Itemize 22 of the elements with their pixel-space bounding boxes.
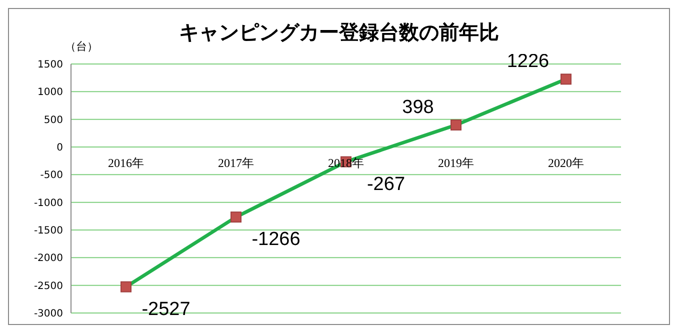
y-tick-label: 1500 bbox=[38, 60, 63, 71]
x-tick-label: 2019年 bbox=[438, 156, 474, 170]
y-tick-label: -1000 bbox=[34, 198, 63, 209]
y-tick-label: -3000 bbox=[34, 308, 63, 320]
y-tick-label: -2500 bbox=[34, 280, 63, 292]
y-tick-label: 1000 bbox=[38, 87, 63, 98]
chart-title: キャンピングカー登録台数の前年比 bbox=[179, 20, 499, 44]
x-tick-label: 2016年 bbox=[108, 156, 144, 170]
y-tick-label: -1500 bbox=[34, 226, 63, 237]
data-label: -1266 bbox=[252, 229, 300, 250]
y-axis-title: （台） bbox=[65, 39, 98, 54]
data-label: -267 bbox=[366, 174, 406, 195]
y-tick-label: -2000 bbox=[34, 253, 63, 264]
x-tick-label: 2020年 bbox=[548, 156, 584, 170]
data-label: -2527 bbox=[142, 298, 190, 320]
data-label: 398 bbox=[402, 96, 434, 118]
y-tick-label: -500 bbox=[40, 170, 63, 182]
x-tick-label: 2018年 bbox=[328, 156, 364, 170]
y-tick-label: 0 bbox=[56, 142, 63, 154]
x-tick-label: 2017年 bbox=[218, 156, 254, 170]
y-tick-label: 500 bbox=[44, 114, 63, 126]
data-label: 1226 bbox=[506, 51, 550, 72]
